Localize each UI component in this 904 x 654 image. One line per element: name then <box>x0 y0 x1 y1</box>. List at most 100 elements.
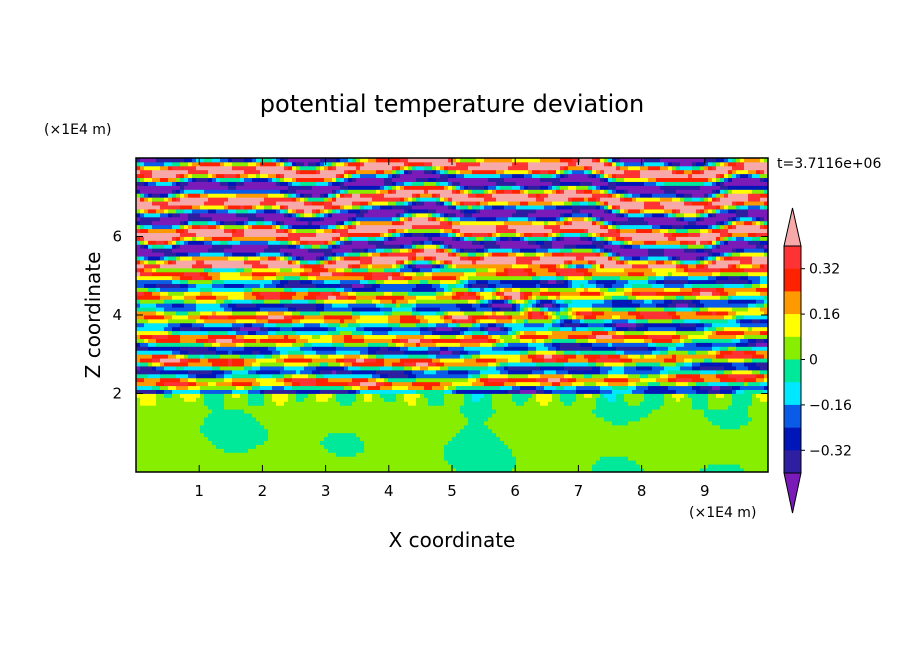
heatmap-cell <box>332 456 337 461</box>
heatmap-cell <box>336 397 341 402</box>
heatmap-cell <box>464 440 469 445</box>
heatmap-cell <box>756 424 761 430</box>
heatmap-cell <box>764 377 768 383</box>
heatmap-cell <box>384 444 389 449</box>
heatmap-cell <box>656 354 661 359</box>
heatmap-cell <box>312 468 317 472</box>
heatmap-cell <box>464 362 469 367</box>
heatmap-cell <box>500 456 505 461</box>
heatmap-cell <box>476 464 481 469</box>
heatmap-cell <box>372 420 377 426</box>
heatmap-cell <box>520 440 525 445</box>
heatmap-cell <box>536 460 541 465</box>
heatmap-cell <box>312 440 317 445</box>
heatmap-cell <box>548 369 553 375</box>
heatmap-cell <box>256 354 261 359</box>
heatmap-cell <box>552 468 557 472</box>
heatmap-cell <box>724 366 729 371</box>
heatmap-cell <box>452 366 457 371</box>
heatmap-cell <box>276 346 281 351</box>
heatmap-cell <box>664 420 669 426</box>
heatmap-cell <box>180 369 185 375</box>
heatmap-cell <box>376 456 381 461</box>
heatmap-cell <box>704 440 709 445</box>
heatmap-cell <box>560 428 565 434</box>
heatmap-cell <box>676 424 681 430</box>
heatmap-cell <box>460 413 465 418</box>
heatmap-cell <box>600 468 605 472</box>
heatmap-cell <box>176 413 181 418</box>
heatmap-cell <box>204 377 209 383</box>
heatmap-cell <box>476 432 481 438</box>
heatmap-cell <box>592 358 597 363</box>
heatmap-cell <box>760 432 765 438</box>
heatmap-cell <box>216 366 221 371</box>
heatmap-cell <box>372 424 377 430</box>
heatmap-cell <box>136 464 141 469</box>
heatmap-cell <box>140 381 145 387</box>
heatmap-cell <box>740 456 745 461</box>
heatmap-cell <box>316 428 321 434</box>
heatmap-cell <box>340 385 345 390</box>
heatmap-cell <box>296 452 301 457</box>
heatmap-cell <box>152 456 157 461</box>
heatmap-cell <box>408 369 413 375</box>
heatmap-cell <box>644 381 649 387</box>
heatmap-cell <box>504 358 509 363</box>
heatmap-cell <box>732 428 737 434</box>
heatmap-cell <box>300 358 305 363</box>
heatmap-cell <box>680 393 685 398</box>
heatmap-cell <box>544 381 549 387</box>
heatmap-cell <box>240 354 245 359</box>
heatmap-cell <box>204 405 209 410</box>
heatmap-cell <box>716 401 721 406</box>
heatmap-cell <box>412 366 417 371</box>
heatmap-cell <box>184 464 189 469</box>
heatmap-cell <box>428 346 433 351</box>
heatmap-cell <box>488 468 493 472</box>
heatmap-cell <box>512 362 517 367</box>
heatmap-cell <box>444 420 449 426</box>
heatmap-cell <box>700 452 705 457</box>
heatmap-cell <box>300 373 305 379</box>
heatmap-cell <box>272 362 277 367</box>
heatmap-cell <box>688 424 693 430</box>
heatmap-cell <box>248 460 253 465</box>
heatmap-cell <box>680 417 685 422</box>
heatmap-cell <box>200 401 205 406</box>
heatmap-cell <box>524 413 529 418</box>
heatmap-cell <box>584 377 589 383</box>
heatmap-cell <box>172 358 177 363</box>
heatmap-cell <box>172 350 177 355</box>
heatmap-cell <box>180 413 185 418</box>
heatmap-cell <box>568 393 573 398</box>
heatmap-cell <box>752 440 757 445</box>
heatmap-cell <box>500 409 505 414</box>
heatmap-cell <box>300 409 305 414</box>
heatmap-cell <box>304 362 309 367</box>
heatmap-cell <box>400 460 405 465</box>
heatmap-cell <box>312 385 317 390</box>
heatmap-cell <box>492 354 497 359</box>
heatmap-cell <box>328 346 333 351</box>
heatmap-cell <box>380 436 385 442</box>
heatmap-cell <box>184 385 189 390</box>
heatmap-cell <box>140 424 145 430</box>
heatmap-cell <box>432 377 437 383</box>
heatmap-cell <box>436 405 441 410</box>
heatmap-cell <box>208 389 213 394</box>
heatmap-cell <box>444 424 449 430</box>
heatmap-cell <box>248 385 253 390</box>
heatmap-cell <box>512 444 517 449</box>
heatmap-cell <box>148 369 153 375</box>
heatmap-cell <box>480 444 485 449</box>
heatmap-cell <box>704 362 709 367</box>
heatmap-cell <box>516 369 521 375</box>
heatmap-cell <box>316 389 321 394</box>
heatmap-cell <box>312 366 317 371</box>
heatmap-cell <box>352 401 357 406</box>
heatmap-cell <box>228 389 233 394</box>
heatmap-cell <box>252 401 257 406</box>
heatmap-cell <box>348 420 353 426</box>
heatmap-cell <box>588 452 593 457</box>
